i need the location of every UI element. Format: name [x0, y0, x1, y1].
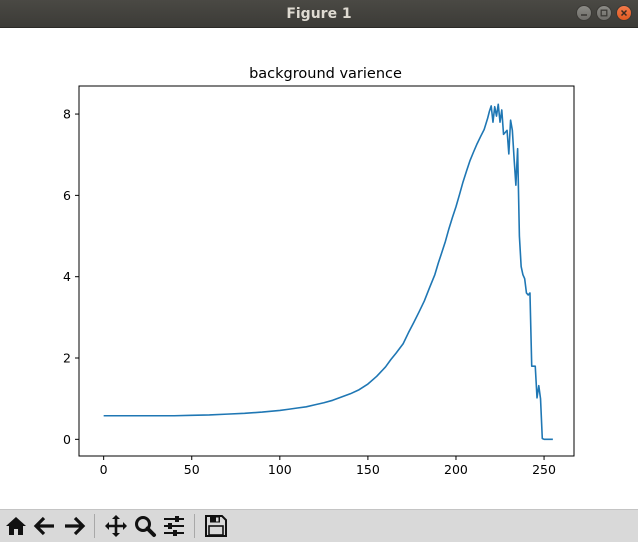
- maximize-button[interactable]: [596, 5, 612, 21]
- minimize-button[interactable]: [576, 5, 592, 21]
- y-tick-label: 6: [63, 188, 71, 203]
- series-line-0: [103, 103, 553, 441]
- line-chart: background varience 0 50 100 150 200 250 0 2 4 6 8: [63, 66, 575, 477]
- plot-frame: [78, 85, 575, 457]
- toolbar-separator: [94, 514, 95, 538]
- y-tick-label: 8: [63, 107, 71, 122]
- y-tick-label: 0: [63, 432, 71, 447]
- home-icon: [6, 517, 26, 535]
- move-icon: [105, 515, 127, 537]
- y-tick-label: 2: [63, 351, 71, 366]
- window-titlebar[interactable]: Figure 1: [0, 0, 638, 28]
- forward-button[interactable]: [60, 513, 88, 539]
- window-title: Figure 1: [286, 6, 352, 22]
- zoom-button[interactable]: [131, 513, 159, 539]
- x-tick-label: 200: [444, 462, 468, 477]
- pan-button[interactable]: [102, 513, 130, 539]
- x-tick-label: 100: [268, 462, 292, 477]
- close-icon: [620, 9, 628, 17]
- back-button[interactable]: [31, 513, 59, 539]
- window-controls: [576, 5, 632, 21]
- save-button[interactable]: [202, 513, 230, 539]
- x-tick-label: 250: [532, 462, 556, 477]
- navigation-toolbar: [0, 509, 638, 542]
- toolbar-separator: [194, 514, 195, 538]
- close-button[interactable]: [616, 5, 632, 21]
- sliders-icon: [164, 516, 184, 536]
- arrow-left-icon: [33, 516, 54, 536]
- magnifier-icon: [135, 516, 156, 537]
- floppy-disk-icon: [205, 515, 227, 537]
- y-tick-label: 4: [63, 269, 71, 284]
- home-button[interactable]: [2, 513, 30, 539]
- arrow-right-icon: [65, 516, 86, 536]
- maximize-icon: [600, 9, 608, 17]
- x-tick-label: 50: [184, 462, 200, 477]
- figure-canvas[interactable]: background varience 0 50 100 150 200 250 0 2 4 6 8: [0, 28, 638, 509]
- minimize-icon: [581, 14, 587, 16]
- configure-subplots-button[interactable]: [160, 513, 188, 539]
- x-tick-label: 150: [356, 462, 380, 477]
- chart-title: background varience: [249, 66, 402, 82]
- x-tick-label: 0: [100, 462, 108, 477]
